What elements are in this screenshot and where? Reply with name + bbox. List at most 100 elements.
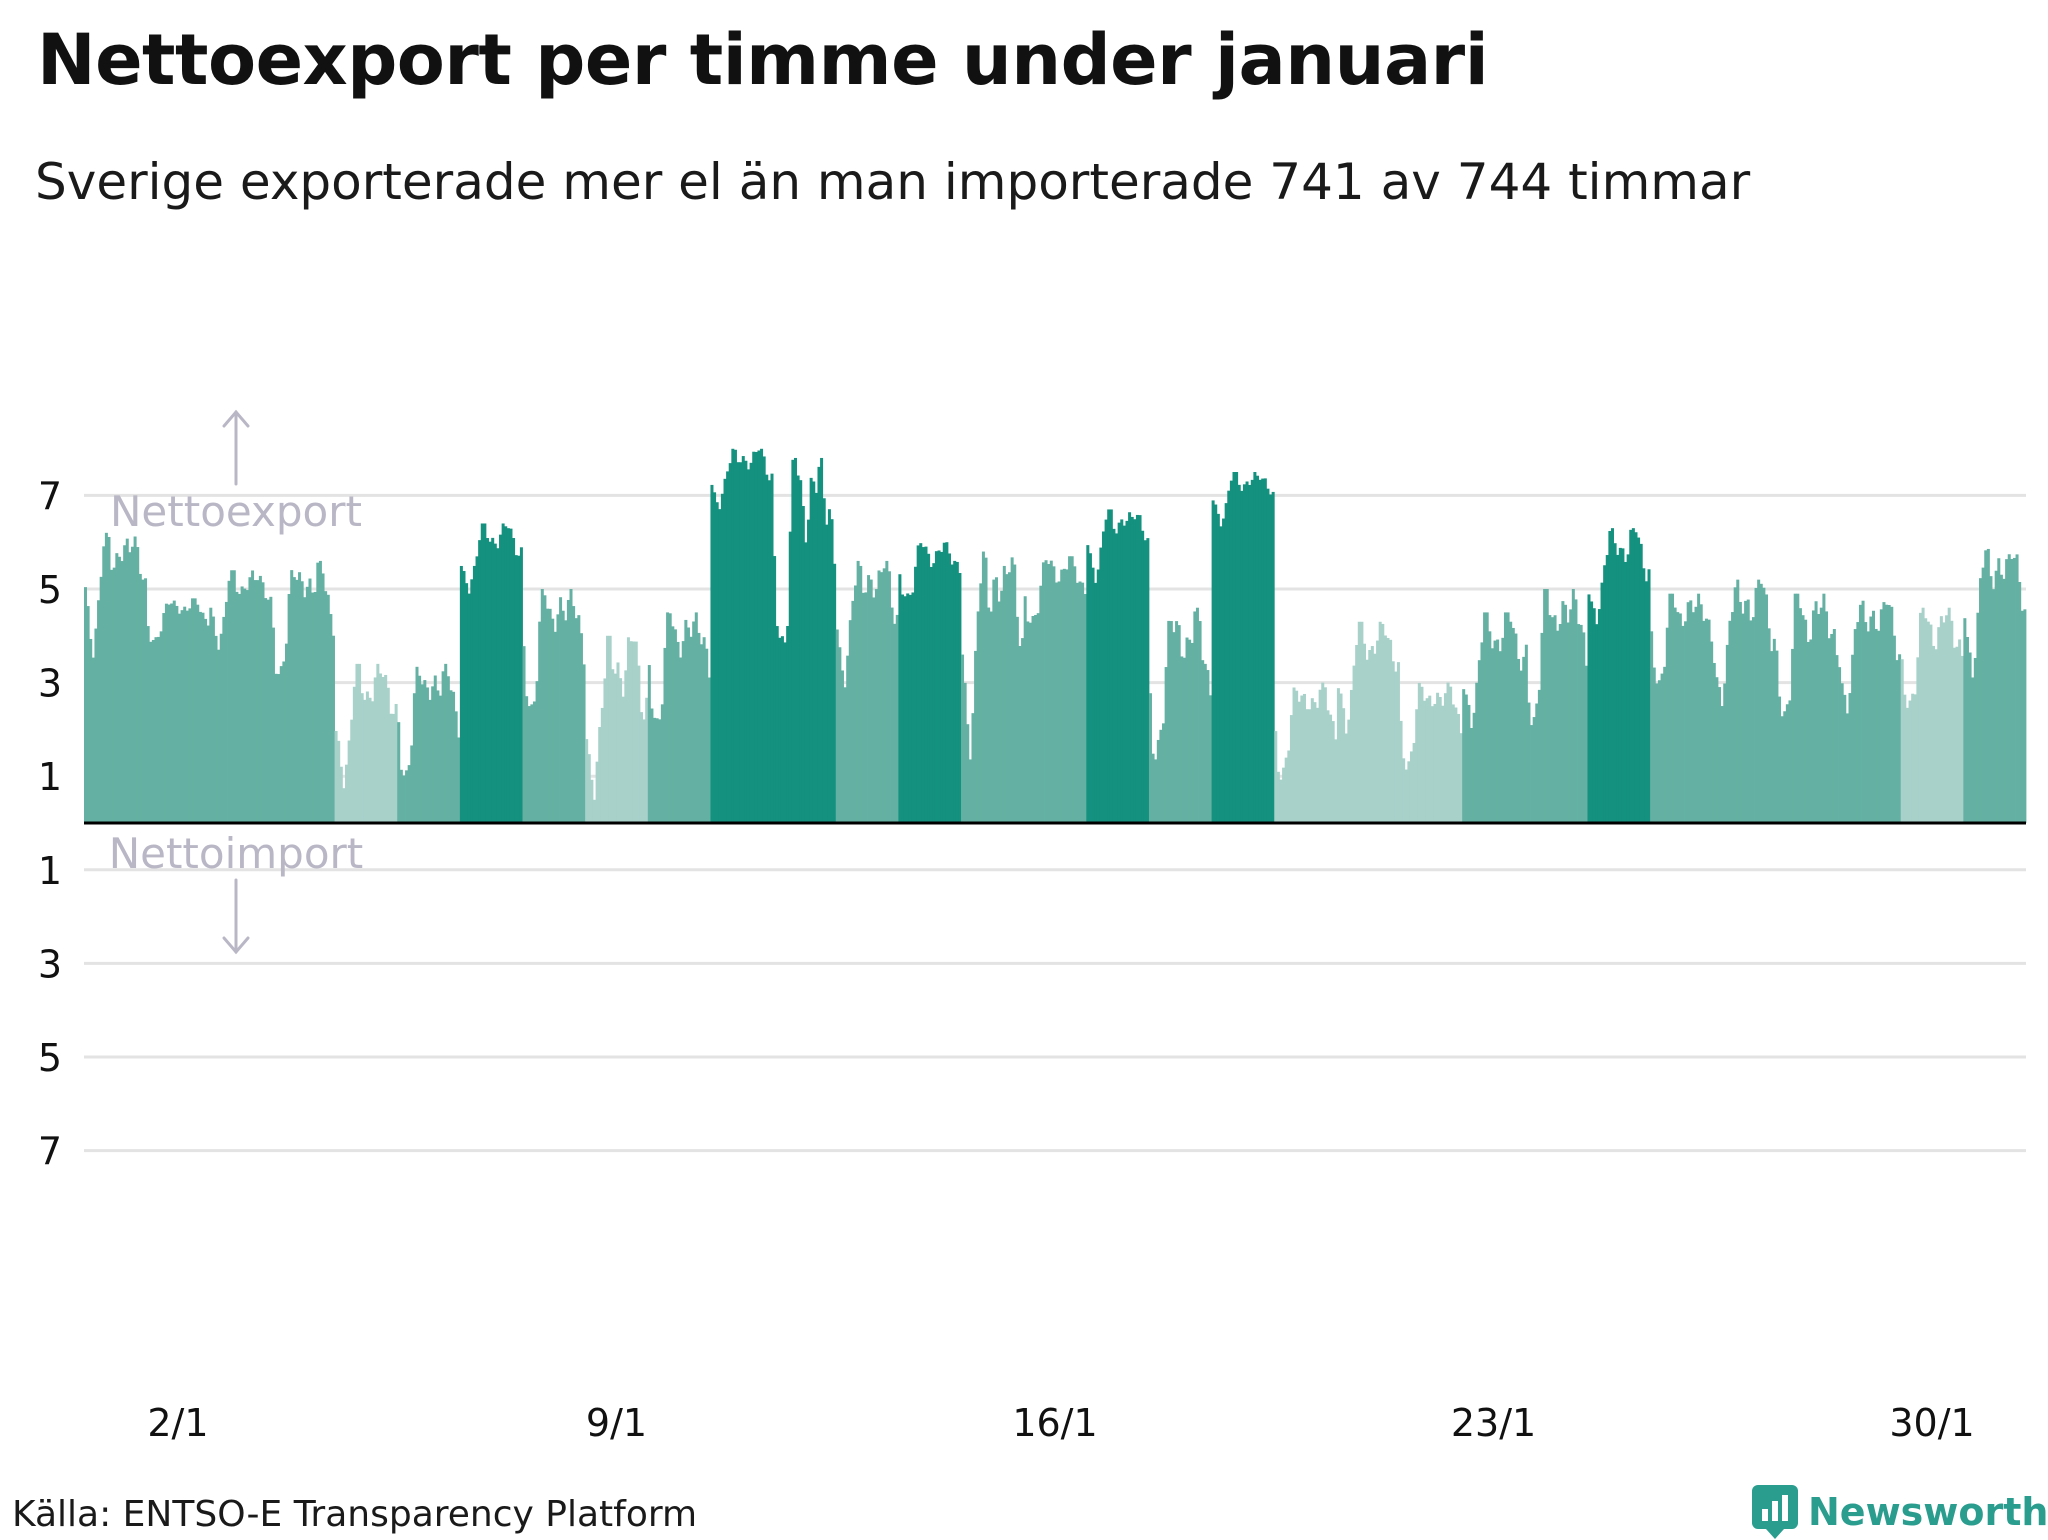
bar [566, 599, 570, 823]
bar [1373, 653, 1377, 823]
bar [1075, 582, 1079, 823]
chart-title: Nettoexport per timme under januari [37, 19, 1489, 101]
bar [1699, 604, 1703, 823]
bar [744, 460, 748, 823]
bar [767, 480, 771, 823]
bar [1182, 657, 1186, 823]
bar [752, 451, 756, 823]
bar [1770, 651, 1774, 823]
y-tick-label: 1 [38, 849, 62, 893]
bar [770, 473, 774, 823]
bar [887, 571, 891, 823]
bar [1715, 677, 1719, 823]
y-axis-ticks: 7 5 3 1 1 3 5 7 [38, 474, 62, 1173]
bar [741, 456, 745, 823]
bar [1245, 481, 1249, 823]
bar [1475, 682, 1479, 823]
bar [1864, 622, 1868, 823]
bar [1308, 709, 1312, 823]
bar [592, 799, 596, 823]
bar [1164, 667, 1168, 823]
bar [1793, 593, 1797, 823]
bar [1694, 606, 1698, 823]
bar [162, 613, 166, 823]
bar [1754, 587, 1758, 823]
bar [1717, 687, 1721, 823]
bar [368, 697, 372, 823]
bar [217, 649, 221, 823]
bar [337, 740, 341, 823]
bar [666, 612, 670, 823]
bar [1879, 609, 1883, 823]
bar [1522, 656, 1526, 823]
bar [1227, 490, 1231, 823]
bar [1746, 599, 1750, 823]
bar [1616, 554, 1620, 823]
bar [1741, 613, 1745, 823]
bar [274, 673, 278, 823]
bar [1078, 581, 1082, 823]
bar [1979, 578, 1983, 823]
bar [1389, 639, 1393, 823]
bar [872, 597, 876, 823]
bar [793, 457, 797, 823]
bar [89, 638, 93, 823]
bar [1203, 663, 1207, 823]
bar [932, 563, 936, 823]
bar [1872, 610, 1876, 823]
bar [989, 611, 993, 823]
bar [277, 674, 281, 823]
bar [97, 600, 101, 823]
bar [1188, 639, 1192, 823]
bar [1396, 662, 1400, 823]
bar [436, 690, 440, 823]
bar [731, 448, 735, 823]
bar [684, 619, 688, 823]
bar [138, 573, 142, 823]
bar [1537, 689, 1541, 823]
bar [1235, 472, 1239, 823]
bar [885, 560, 889, 823]
bar [1052, 566, 1056, 823]
bar [1454, 707, 1458, 823]
bar [1287, 750, 1291, 823]
bar [378, 673, 382, 823]
bar [1543, 589, 1547, 823]
bar [1300, 695, 1304, 823]
bar [1911, 693, 1915, 823]
bar [125, 538, 129, 823]
bar [1068, 556, 1072, 823]
bar [556, 614, 560, 823]
bar [446, 676, 450, 823]
bar [1686, 602, 1690, 823]
bar [1563, 604, 1567, 823]
bar [1480, 642, 1484, 823]
bar [1394, 671, 1398, 823]
bar [880, 572, 884, 823]
bar [1376, 640, 1380, 823]
bar [345, 764, 349, 823]
bar [1517, 658, 1521, 823]
bar [1655, 683, 1659, 823]
bar [522, 646, 526, 823]
bar [1169, 621, 1173, 823]
bar [1804, 619, 1808, 823]
bar [971, 713, 975, 823]
bar [164, 603, 168, 823]
bar [1047, 564, 1051, 823]
bar [117, 556, 121, 823]
bar [1162, 723, 1166, 823]
bar [1845, 713, 1849, 823]
bar [457, 737, 461, 823]
bar [692, 621, 696, 823]
bar [331, 635, 335, 823]
bar [355, 663, 359, 823]
bar [292, 577, 296, 823]
bar [2005, 559, 2009, 823]
bar [1579, 624, 1583, 823]
bar [895, 614, 899, 823]
bar [981, 551, 985, 823]
bar [279, 666, 283, 823]
bar [251, 570, 255, 823]
bar [232, 570, 236, 823]
